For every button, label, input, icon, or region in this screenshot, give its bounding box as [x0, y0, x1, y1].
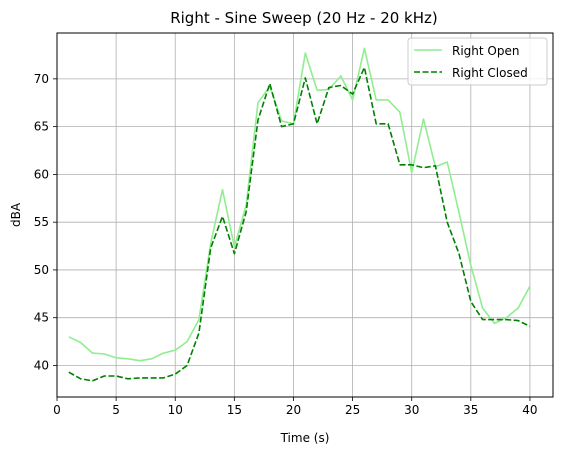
x-tick-label: 5: [112, 403, 120, 417]
y-tick-label: 65: [34, 120, 49, 134]
x-axis: 0 5 10 15 20 25 30 35 40: [53, 397, 538, 417]
legend: Right Open Right Closed: [407, 37, 548, 86]
y-tick-label: 60: [34, 167, 49, 181]
x-tick-label: 30: [404, 403, 419, 417]
series-line-right-closed: [68, 66, 531, 382]
x-tick-label: 15: [227, 403, 242, 417]
y-tick-label: 70: [34, 72, 49, 86]
legend-label-right-closed: Right Closed: [452, 66, 528, 80]
x-tick-label: 10: [168, 403, 183, 417]
series-line-right-open: [68, 47, 531, 362]
x-tick-label: 0: [53, 403, 61, 417]
x-tick-label: 40: [522, 403, 537, 417]
y-tick-label: 55: [34, 215, 49, 229]
y-tick-label: 50: [34, 263, 49, 277]
legend-box: [407, 37, 548, 86]
x-tick-label: 25: [345, 403, 360, 417]
y-tick-label: 45: [34, 311, 49, 325]
legend-label-right-open: Right Open: [452, 44, 519, 58]
plot-frame: [56, 32, 554, 398]
x-tick-label: 35: [463, 403, 478, 417]
chart-title: Right - Sine Sweep (20 Hz - 20 kHz): [170, 9, 438, 27]
x-axis-label: Time (s): [280, 431, 330, 445]
y-axis-label: dBA: [9, 202, 23, 227]
x-tick-label: 20: [286, 403, 301, 417]
y-tick-label: 40: [34, 358, 49, 372]
series-layer: [68, 47, 531, 382]
y-axis: 40 45 50 55 60 65 70: [34, 72, 57, 372]
grid: [56, 33, 553, 397]
